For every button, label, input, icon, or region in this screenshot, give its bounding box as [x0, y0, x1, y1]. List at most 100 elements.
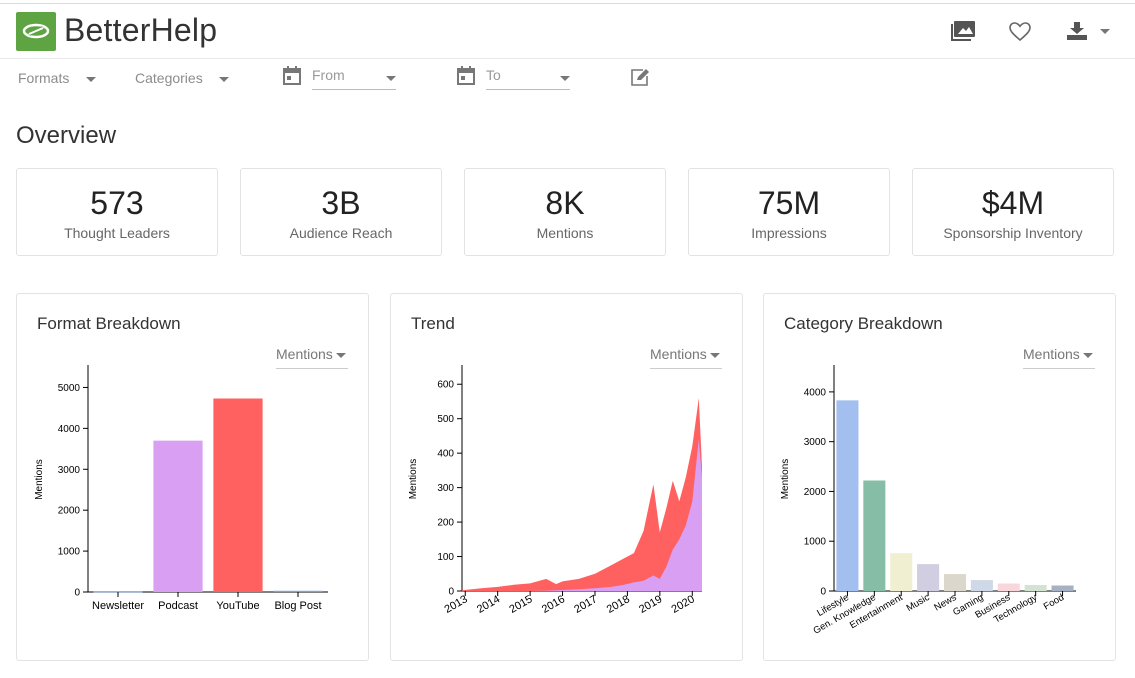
y-tick-label: 200	[437, 518, 454, 529]
chevron-down-icon	[219, 77, 229, 82]
y-tick-label: 0	[820, 587, 826, 598]
y-tick-label: 100	[437, 552, 454, 563]
panel-title: Category Breakdown	[784, 314, 943, 333]
category-breakdown-panel: 0 1000 2000 3000 4000 Mentions Lifestyle Gen. K…	[763, 293, 1116, 661]
y-tick-label: 4000	[804, 387, 827, 398]
download-icon[interactable]	[1066, 21, 1088, 41]
format-breakdown-chart: 0 1000 2000 3000 4000 5000 Mentions Newsletter P…	[34, 365, 328, 612]
stat-label: Thought Leaders	[64, 225, 170, 241]
y-tick-label: 4000	[58, 424, 81, 435]
x-tick-label: Podcast	[158, 600, 198, 612]
stat-value: $4M	[981, 185, 1045, 221]
x-tick-label: 2018	[605, 593, 632, 616]
x-tick-label: Newsletter	[92, 600, 144, 612]
bar-entertainment	[890, 553, 913, 591]
chevron-down-icon	[710, 353, 720, 358]
stat-value: 75M	[757, 185, 821, 221]
metric-select-value: Mentions	[1023, 346, 1080, 362]
logo-icon	[22, 23, 50, 39]
metric-select[interactable]: Mentions	[276, 346, 348, 369]
download-chevron-down-icon[interactable]	[1100, 29, 1110, 34]
x-tick-label: 2019	[637, 593, 664, 616]
y-axis-label: Mentions	[34, 459, 45, 500]
gallery-icon[interactable]	[951, 20, 977, 42]
stat-card-mentions: 8K Mentions	[464, 168, 666, 256]
panel-title: Format Breakdown	[37, 314, 181, 333]
bar-business	[997, 583, 1020, 591]
categories-filter[interactable]: Categories	[135, 70, 231, 86]
x-tick-label: YouTube	[216, 600, 259, 612]
overview-title: Overview	[16, 122, 117, 149]
top-border	[0, 3, 1135, 4]
x-tick-label: 2020	[670, 593, 697, 616]
chevron-down-icon	[386, 76, 396, 81]
bar-news	[943, 574, 967, 591]
y-axis-label: Mentions	[408, 459, 419, 500]
from-date-input[interactable]: From	[312, 67, 396, 90]
chevron-down-icon	[86, 77, 96, 82]
to-date-placeholder: To	[486, 67, 501, 83]
x-tick-label: 2013	[443, 593, 470, 616]
stat-label: Impressions	[751, 225, 827, 241]
bar-music	[917, 564, 940, 591]
y-tick-label: 5000	[58, 383, 81, 394]
from-date-placeholder: From	[312, 67, 345, 83]
calendar-icon[interactable]	[457, 66, 475, 85]
y-tick-label: 2000	[804, 487, 827, 498]
to-date-input[interactable]: To	[486, 67, 570, 90]
brand-logo[interactable]	[16, 12, 56, 51]
area-youtube	[462, 398, 702, 591]
bar-food	[1051, 585, 1074, 591]
x-tick-label: 2014	[475, 593, 502, 616]
stat-card-audience-reach: 3B Audience Reach	[240, 168, 442, 256]
metric-select[interactable]: Mentions	[650, 346, 722, 369]
area-podcast	[462, 439, 702, 591]
filter-bar: Formats Categories From To	[0, 58, 1135, 102]
format-breakdown-panel: 0 1000 2000 3000 4000 5000 Mentions Newsletter P…	[16, 293, 369, 661]
y-tick-label: 3000	[58, 465, 81, 476]
stat-card-sponsorship-inventory: $4M Sponsorship Inventory	[912, 168, 1114, 256]
y-tick-label: 3000	[804, 437, 827, 448]
y-tick-label: 600	[437, 380, 454, 391]
x-tick-label: 2017	[572, 593, 599, 616]
stat-card-thought-leaders: 573 Thought Leaders	[16, 168, 218, 256]
y-tick-label: 1000	[58, 547, 81, 558]
trend-chart: 0 100 200 300 400 500 600 Mentions 2013 2014 2015 2…	[408, 365, 702, 616]
y-tick-label: 300	[437, 483, 454, 494]
bar-gaming	[970, 580, 993, 591]
stat-value: 8K	[545, 185, 585, 221]
categories-filter-label: Categories	[135, 70, 203, 86]
formats-filter[interactable]: Formats	[18, 70, 98, 86]
bar-gen-knowledge	[863, 480, 886, 591]
stat-value: 3B	[321, 185, 361, 221]
x-tick-label: 2015	[507, 593, 534, 616]
chevron-down-icon	[336, 353, 346, 358]
calendar-icon[interactable]	[283, 66, 301, 85]
x-tick-label: Blog Post	[274, 600, 321, 612]
chevron-down-icon	[560, 76, 570, 81]
bar-lifestyle	[836, 400, 859, 591]
y-tick-label: 400	[437, 449, 454, 460]
x-tick-label: Music	[905, 592, 932, 614]
metric-select[interactable]: Mentions	[1023, 346, 1095, 369]
app-header: BetterHelp	[0, 4, 1135, 59]
bar-blog-post	[273, 590, 323, 592]
chevron-down-icon	[1083, 353, 1093, 358]
y-tick-label: 2000	[58, 506, 81, 517]
metric-select-value: Mentions	[650, 346, 707, 362]
bar-youtube	[213, 398, 263, 592]
y-tick-label: 1000	[804, 537, 827, 548]
stat-value: 573	[90, 185, 144, 221]
edit-icon[interactable]	[630, 68, 650, 86]
heart-icon[interactable]	[1009, 22, 1031, 42]
metric-select-value: Mentions	[276, 346, 333, 362]
stat-card-impressions: 75M Impressions	[688, 168, 890, 256]
bar-technology	[1024, 585, 1047, 591]
bar-newsletter	[93, 591, 143, 593]
trend-panel: 0 100 200 300 400 500 600 Mentions 2013 2014 2015 2…	[390, 293, 743, 661]
formats-filter-label: Formats	[18, 70, 70, 86]
panel-title: Trend	[411, 314, 455, 333]
y-tick-label: 0	[74, 588, 80, 599]
stat-label: Audience Reach	[289, 225, 393, 241]
